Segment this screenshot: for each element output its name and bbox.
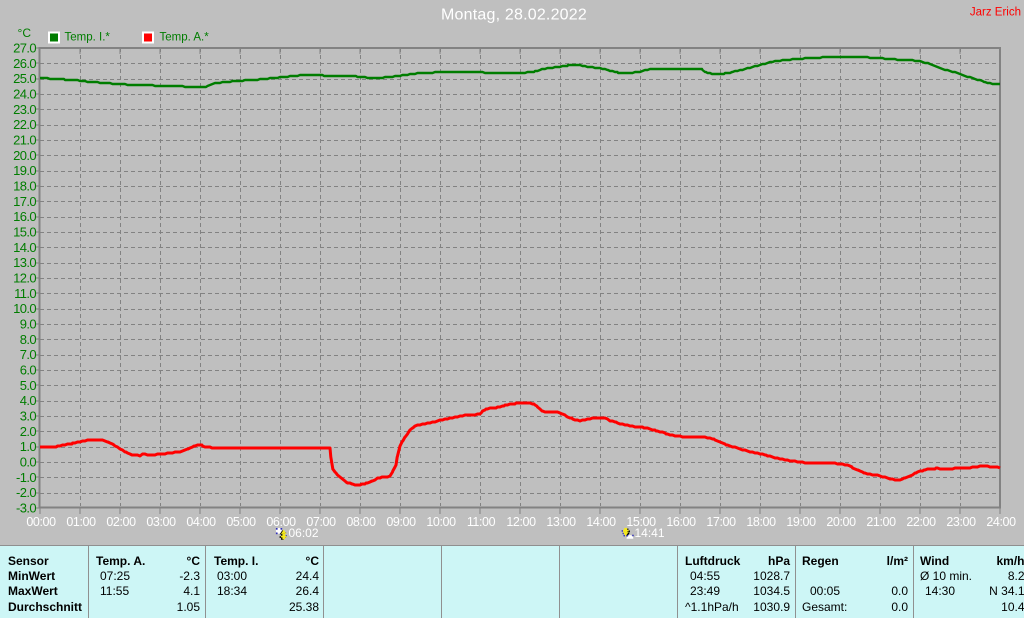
svg-text:15:00: 15:00 [626,515,656,529]
svg-text:17.0: 17.0 [13,194,36,209]
svg-text:Temp. I.*: Temp. I.* [65,31,111,43]
svg-text:25.0: 25.0 [13,71,36,86]
svg-text:14:00: 14:00 [586,515,616,529]
svg-text:Jarz Erich: Jarz Erich [970,7,1021,19]
svg-text:°C: °C [18,26,32,40]
svg-text:06:00: 06:00 [266,515,296,529]
svg-text:19:00: 19:00 [786,515,816,529]
svg-text:Montag, 28.02.2022: Montag, 28.02.2022 [441,7,587,24]
svg-text:11.0: 11.0 [14,286,36,301]
svg-text:09:00: 09:00 [386,515,416,529]
svg-text:15.0: 15.0 [13,225,36,240]
svg-text:04:00: 04:00 [186,515,216,529]
svg-text:16:00: 16:00 [666,515,696,529]
svg-text:14:41: 14:41 [635,526,665,540]
svg-text:13.0: 13.0 [13,255,36,270]
svg-text:12.0: 12.0 [13,271,36,286]
svg-text:08:00: 08:00 [346,515,376,529]
svg-text:-3.0: -3.0 [16,501,36,516]
svg-text:24.0: 24.0 [13,87,36,102]
svg-text:1.0: 1.0 [20,439,37,454]
svg-text:07:00: 07:00 [306,515,336,529]
svg-text:03:00: 03:00 [146,515,176,529]
svg-text:24:00: 24:00 [986,515,1016,529]
svg-text:20.0: 20.0 [13,148,36,163]
svg-text:19.0: 19.0 [13,163,36,178]
svg-text:2.0: 2.0 [20,424,37,439]
svg-text:0.0: 0.0 [20,455,37,470]
svg-text:-1.0: -1.0 [16,470,36,485]
svg-text:06:02: 06:02 [289,526,319,540]
svg-text:26.0: 26.0 [13,56,36,71]
svg-text:21.0: 21.0 [13,133,36,148]
svg-text:20:00: 20:00 [826,515,856,529]
svg-text:17:00: 17:00 [706,515,736,529]
svg-text:14.0: 14.0 [13,240,36,255]
svg-text:02:00: 02:00 [106,515,136,529]
svg-text:3.0: 3.0 [20,409,37,424]
svg-text:05:00: 05:00 [226,515,256,529]
svg-text:11:00: 11:00 [467,515,496,529]
svg-text:13:00: 13:00 [546,515,576,529]
svg-text:23:00: 23:00 [946,515,976,529]
svg-text:4.0: 4.0 [20,393,37,408]
svg-text:21:00: 21:00 [866,515,896,529]
svg-text:Temp. A.*: Temp. A.* [160,31,210,43]
svg-text:27.0: 27.0 [13,41,36,56]
svg-text:00:00: 00:00 [26,515,56,529]
svg-text:12:00: 12:00 [506,515,536,529]
svg-text:10:00: 10:00 [426,515,456,529]
svg-text:7.0: 7.0 [20,347,37,362]
svg-text:10.0: 10.0 [13,301,36,316]
svg-text:18.0: 18.0 [13,179,36,194]
svg-text:-2.0: -2.0 [16,485,36,500]
svg-text:16.0: 16.0 [13,209,36,224]
svg-text:01:00: 01:00 [66,515,96,529]
svg-text:23.0: 23.0 [13,102,36,117]
svg-text:18:00: 18:00 [746,515,776,529]
svg-text:6.0: 6.0 [20,363,37,378]
svg-text:5.0: 5.0 [20,378,37,393]
svg-text:22:00: 22:00 [906,515,936,529]
svg-text:8.0: 8.0 [20,332,37,347]
svg-text:22.0: 22.0 [13,117,36,132]
svg-text:9.0: 9.0 [20,317,37,332]
